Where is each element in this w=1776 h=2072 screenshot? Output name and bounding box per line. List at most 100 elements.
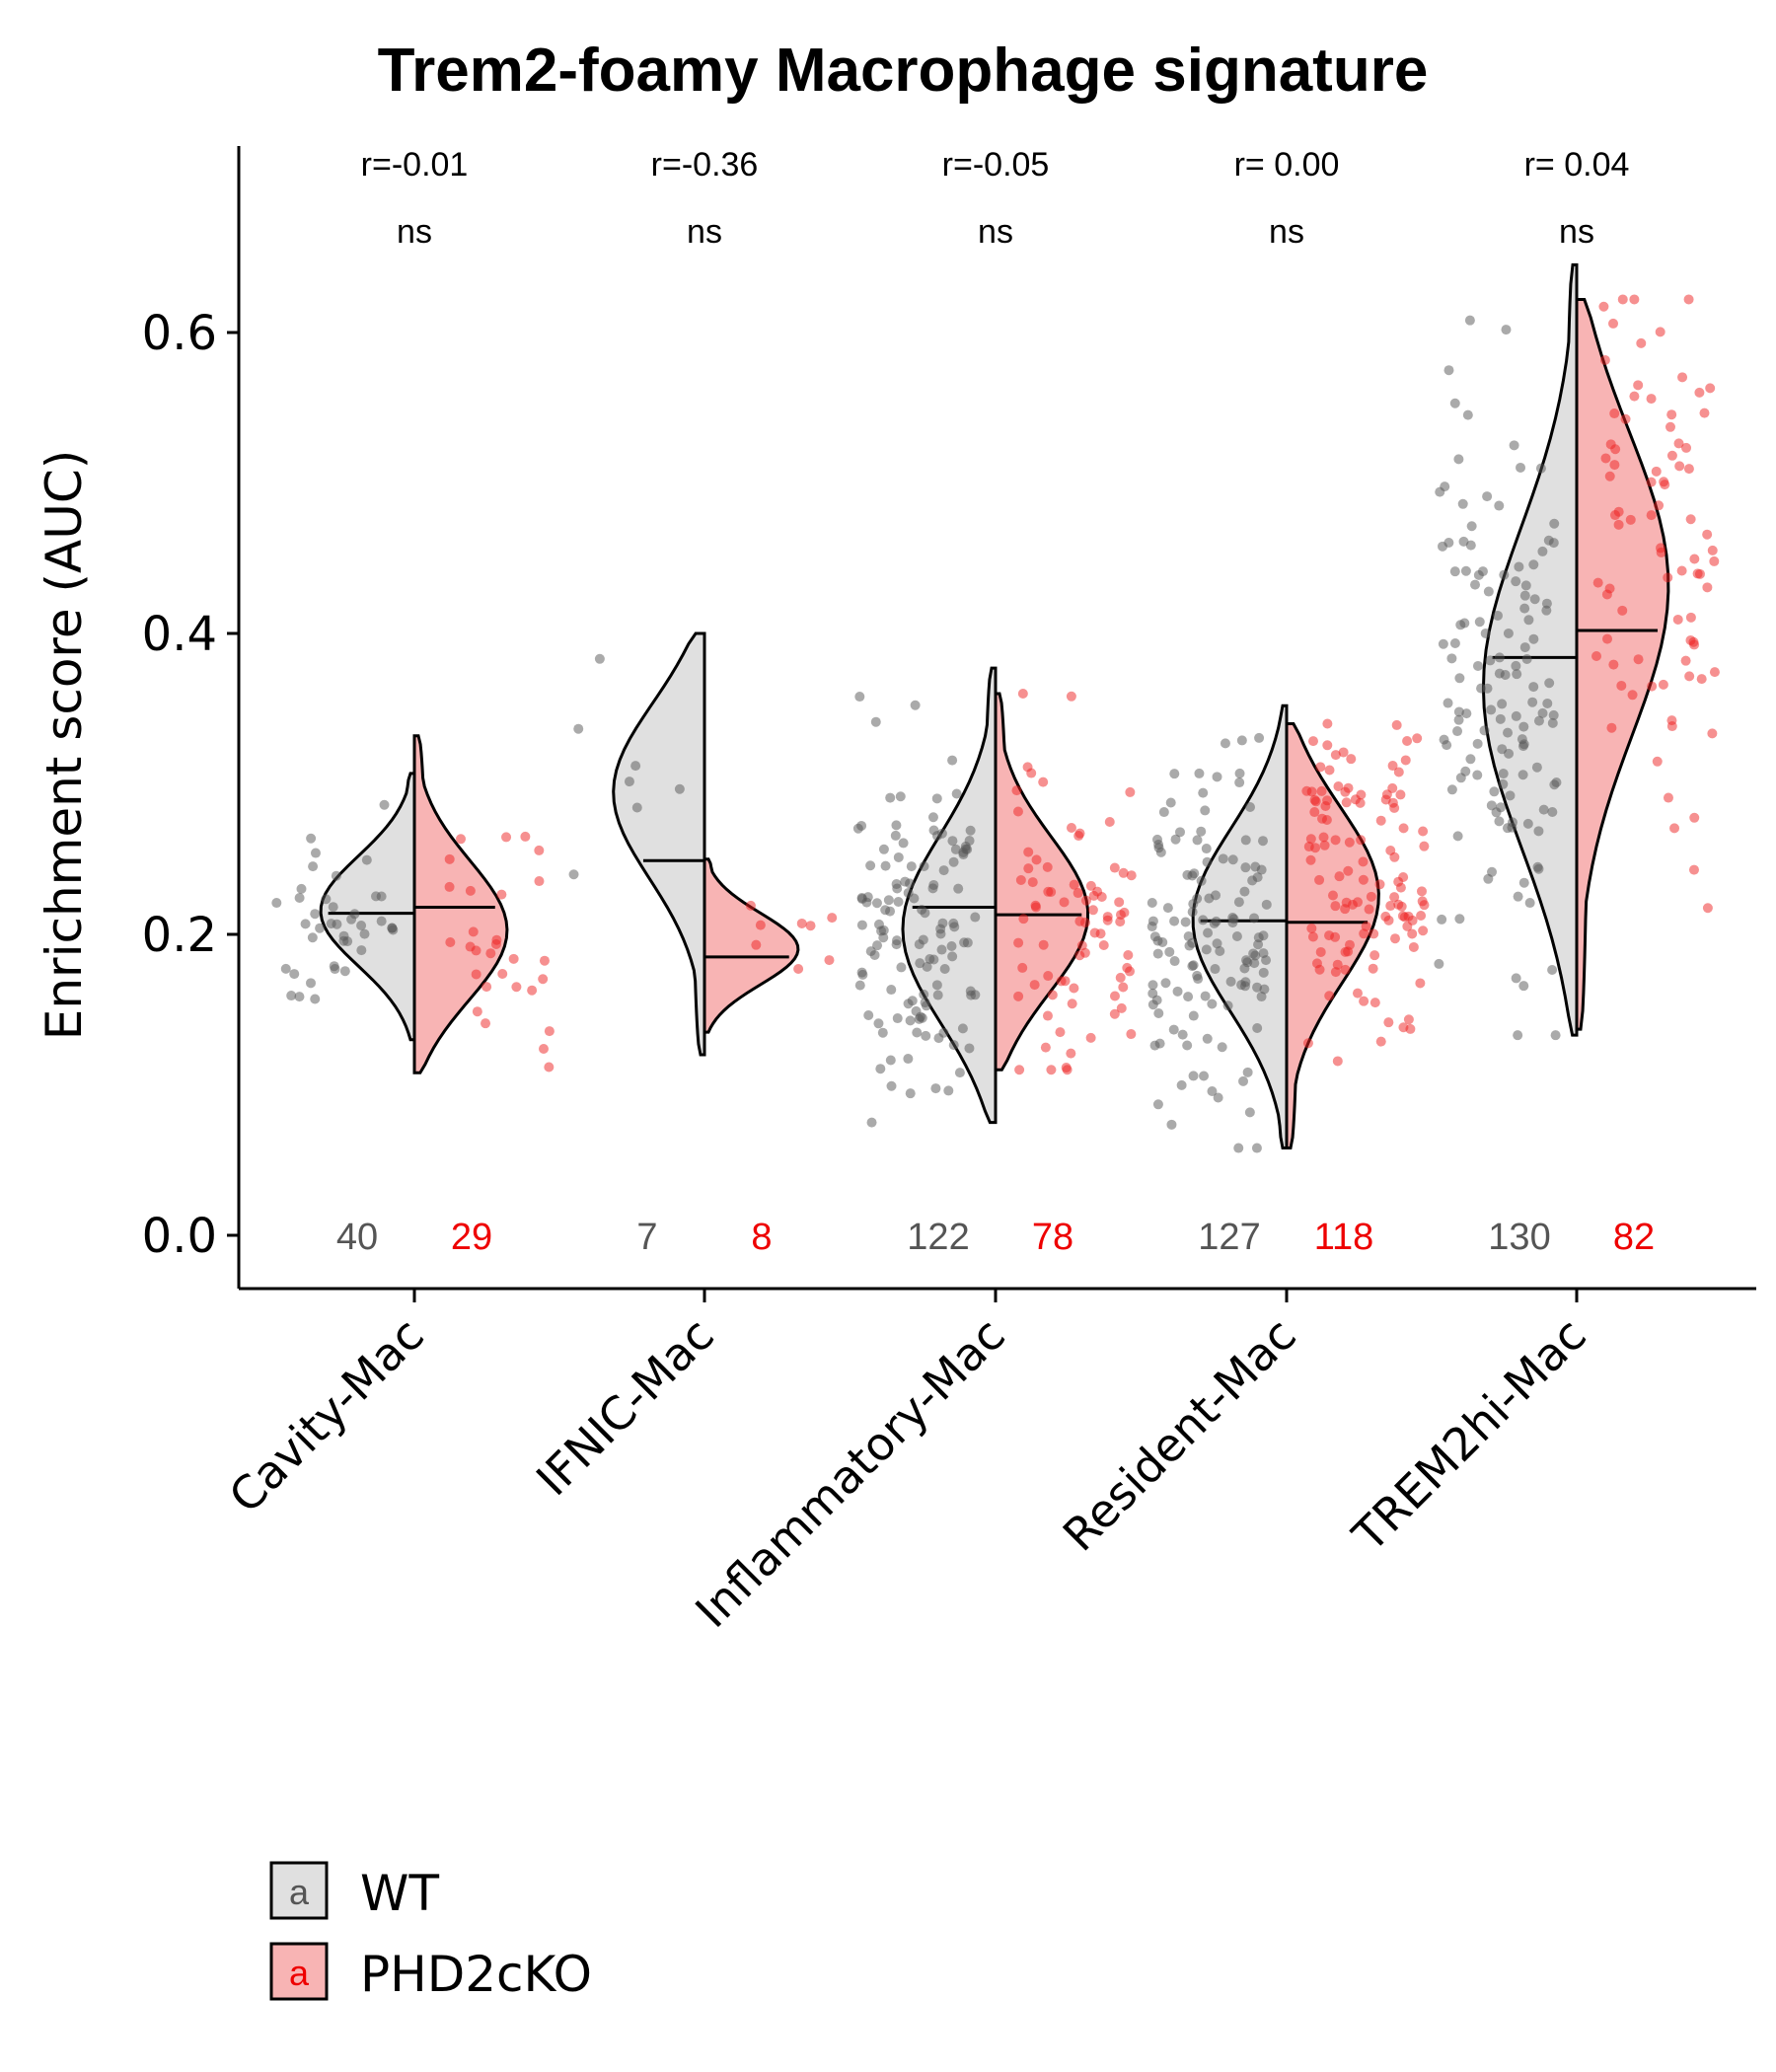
point-wt [1494,500,1505,511]
point-phd2cko [1375,1036,1386,1047]
point-phd2cko [1369,950,1380,961]
point-phd2cko [1652,756,1663,767]
point-wt [310,848,321,858]
point-wt [1192,835,1203,846]
point-wt [1524,898,1535,909]
point-phd2cko [1119,907,1130,918]
point-phd2cko [1609,408,1620,419]
point-phd2cko [1709,667,1720,678]
point-wt [1188,1010,1199,1021]
point-wt [856,820,867,831]
point-phd2cko [1067,999,1077,1009]
point-wt [1449,566,1460,577]
point-wt [1504,748,1515,759]
point-wt [310,909,321,920]
point-wt [1217,1042,1227,1053]
point-wt [1437,914,1447,925]
point-wt [1472,660,1483,671]
point-phd2cko [1015,874,1026,885]
legend-key-phd2cko [269,1942,329,2001]
point-phd2cko [1073,831,1084,842]
point-wt [915,1011,925,1022]
point-wt [1187,870,1198,881]
point-phd2cko [1066,1048,1076,1059]
point-phd2cko [1659,477,1669,487]
point-phd2cko [1699,407,1710,418]
significance-label: ns [1559,213,1594,251]
point-wt [1497,699,1508,709]
point-wt [1199,1071,1210,1081]
point-wt [1544,678,1555,689]
point-phd2cko [1352,988,1363,999]
point-wt [1168,1024,1179,1035]
point-phd2cko [1592,577,1603,588]
point-wt [1519,603,1530,614]
point-wt [1520,580,1531,591]
point-phd2cko [468,926,479,937]
point-phd2cko [1387,761,1398,772]
point-phd2cko [1591,651,1602,662]
point-wt [1196,875,1207,886]
point-phd2cko [1320,801,1331,812]
point-phd2cko [1055,1027,1066,1038]
point-wt [1511,973,1521,984]
point-wt [1257,836,1268,847]
point-wt [1201,944,1212,955]
point-wt [1234,768,1245,778]
point-phd2cko [538,974,549,985]
count-wt: 40 [336,1217,378,1258]
point-wt [957,1023,968,1034]
point-wt [947,755,958,766]
point-phd2cko [1689,554,1700,564]
point-wt [1507,817,1517,828]
count-phd2cko: 82 [1613,1217,1655,1258]
point-phd2cko [520,831,531,842]
point-phd2cko [1042,1010,1053,1021]
point-wt [1523,615,1534,626]
point-wt [886,985,897,996]
point-wt [308,861,319,872]
point-wt [1449,398,1460,408]
chart-title: Trem2-foamy Macrophage signature [378,37,1429,105]
point-phd2cko [1707,728,1718,739]
point-phd2cko [1309,807,1320,818]
point-phd2cko [1102,912,1113,923]
point-phd2cko [1109,991,1120,1001]
point-phd2cko [1616,680,1627,691]
point-wt [1535,463,1546,474]
point-phd2cko [1608,318,1619,329]
point-phd2cko [1705,383,1716,394]
point-phd2cko [1314,964,1325,975]
point-phd2cko [1344,837,1355,848]
point-phd2cko [1602,633,1613,644]
point-wt [307,932,318,943]
point-wt [346,914,357,925]
point-phd2cko [1116,1002,1127,1013]
point-wt [965,825,976,836]
point-wt [1482,683,1493,694]
point-wt [871,898,882,909]
r-value: r= 0.00 [1234,146,1340,184]
point-phd2cko [1391,719,1402,730]
point-phd2cko [1416,886,1427,897]
point-phd2cko [1061,1063,1072,1073]
point-phd2cko [1029,980,1040,991]
count-phd2cko: 8 [751,1217,772,1258]
point-phd2cko [1629,391,1640,402]
point-phd2cko [1356,789,1367,800]
point-wt [954,1068,965,1078]
point-phd2cko [1315,946,1326,957]
point-wt [1462,409,1473,420]
point-wt [1533,826,1544,837]
point-wt [1212,938,1222,949]
point-wt [1256,992,1267,1002]
point-wt [1442,740,1452,751]
point-wt [970,912,981,923]
point-phd2cko [1685,514,1696,525]
point-wt [1176,1079,1187,1090]
point-wt [321,894,332,905]
point-phd2cko [1407,928,1418,939]
point-wt [630,761,641,772]
point-phd2cko [1633,380,1644,391]
point-phd2cko [1405,1023,1416,1034]
